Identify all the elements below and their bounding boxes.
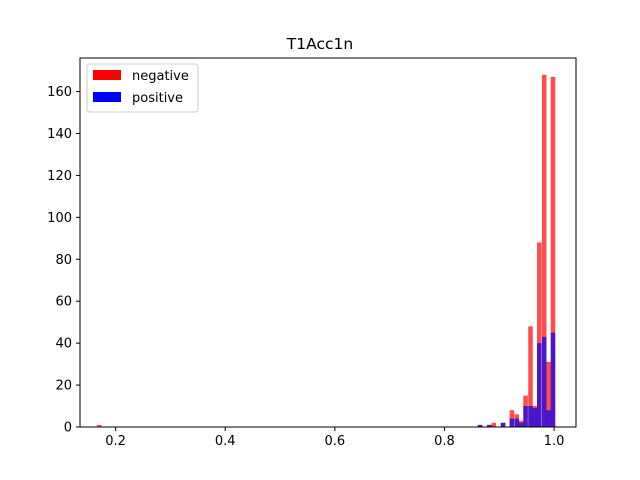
bar-positive-10 [541,336,547,427]
bar-layer [96,74,556,428]
bar-negative-0 [96,424,102,427]
legend: negative positive [86,63,199,113]
y-tick-label-8: 160 [47,85,72,100]
y-tick-label-1: 20 [55,379,72,394]
bar-positive-4 [514,418,520,427]
bar-positive-6 [523,406,528,427]
bar-positive-9 [537,343,542,427]
y-tick-label-2: 40 [55,337,72,352]
y-tick-label-6: 120 [47,169,72,184]
chart-title: T1Acc1n [286,35,353,53]
bar-negative-12 [541,74,547,428]
x-tick-label-3: 0.8 [434,434,455,449]
y-tick-label-3: 60 [55,295,72,310]
x-tick-label-1: 0.4 [215,434,236,449]
bar-positive-12 [550,332,556,427]
plot-frame [79,57,577,428]
bar-negative-3 [491,422,497,427]
y-tick-label-5: 100 [47,211,72,226]
bar-negative-11 [537,242,542,427]
legend-label-positive: positive [132,91,183,106]
x-tick-label-4: 1.0 [544,434,565,449]
bar-positive-0 [477,424,483,427]
bar-positive-7 [528,406,533,427]
bar-negative-9 [528,326,533,427]
legend-swatch-negative [93,70,121,80]
legend-swatch-positive [93,92,121,102]
bar-positive-5 [518,422,524,427]
bar-positive-1 [487,424,492,427]
bar-positive-11 [546,410,551,427]
bar-negative-13 [546,362,551,427]
bar-positive-2 [500,422,506,427]
bar-negative-14 [550,76,556,428]
y-axis: 0 20 40 60 80 100 120 140 160 [47,85,80,436]
bar-positive-8 [532,408,538,427]
bar-positive-3 [509,418,515,427]
y-tick-label-4: 80 [55,253,72,268]
y-tick-label-7: 140 [47,127,72,142]
x-axis: 0.2 0.4 0.6 0.8 1.0 [105,427,564,449]
y-tick-label-0: 0 [64,421,72,436]
legend-label-negative: negative [132,69,189,84]
x-tick-label-2: 0.6 [325,434,346,449]
x-tick-label-0: 0.2 [105,434,126,449]
